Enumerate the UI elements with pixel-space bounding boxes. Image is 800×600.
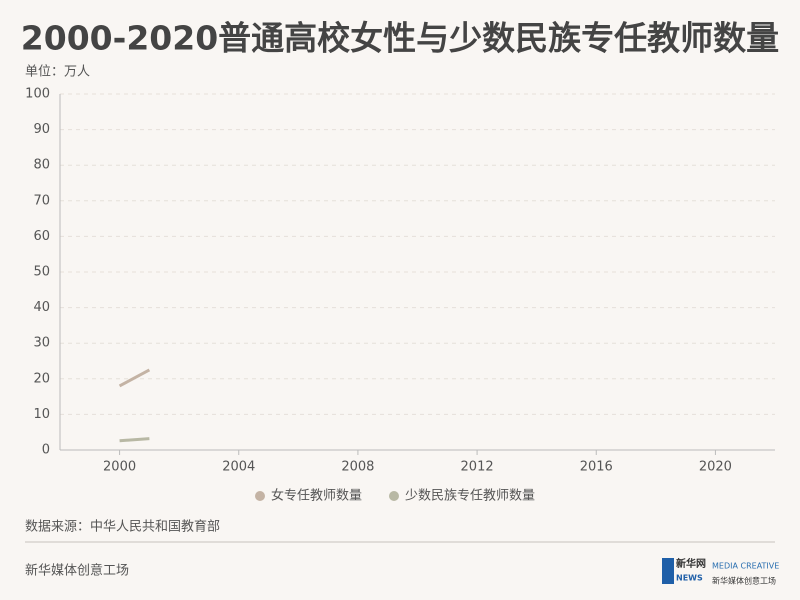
y-axis-unit: 单位：万人 xyxy=(25,65,90,80)
legend-label: 少数民族专任教师数量 xyxy=(405,488,535,504)
x-tick-label: 2008 xyxy=(341,460,374,475)
credit: 新华媒体创意工场 xyxy=(25,563,129,579)
series-line xyxy=(118,368,151,388)
legend-swatch xyxy=(389,491,399,501)
y-tick-label: 0 xyxy=(42,443,50,458)
legend-label: 女专任教师数量 xyxy=(271,488,362,504)
y-tick-label: 100 xyxy=(25,87,50,102)
y-tick-label: 70 xyxy=(33,193,50,208)
logo-text: 新华媒体创意工场 xyxy=(712,576,776,586)
x-tick-label: 2004 xyxy=(222,460,255,475)
logo-text: 新华网 xyxy=(676,557,706,570)
y-tick-label: 30 xyxy=(33,336,50,351)
y-tick-label: 10 xyxy=(33,407,50,422)
logo-left: 新华网 NEWS xyxy=(662,557,706,584)
legend-swatch xyxy=(255,491,265,501)
y-tick-label: 80 xyxy=(33,158,50,173)
logo-mark xyxy=(662,558,674,584)
x-tick-label: 2016 xyxy=(580,460,613,475)
x-tick-label: 2012 xyxy=(461,460,494,475)
y-tick-label: 90 xyxy=(33,122,50,137)
y-tick-label: 20 xyxy=(33,371,50,386)
x-tick-label: 2000 xyxy=(103,460,136,475)
x-tick-label: 2020 xyxy=(699,460,732,475)
y-tick-label: 40 xyxy=(33,300,50,315)
chart-title: 2000-2020普通高校女性与少数民族专任教师数量 xyxy=(21,19,779,58)
y-tick-label: 60 xyxy=(33,229,50,244)
logo-text: MEDIA CREATIVE xyxy=(712,562,779,571)
source: 数据来源：中华人民共和国教育部 xyxy=(25,519,220,535)
series-line xyxy=(119,437,150,443)
logo-right: MEDIA CREATIVE 新华媒体创意工场 xyxy=(712,562,779,586)
y-tick-label: 50 xyxy=(33,265,50,280)
logo-text: NEWS xyxy=(676,574,703,583)
